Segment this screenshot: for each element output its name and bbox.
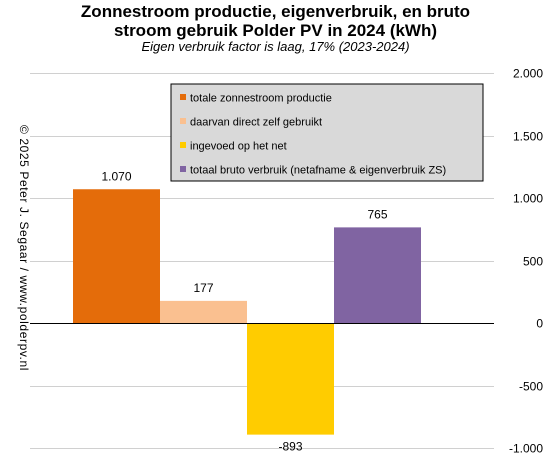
- data-label: 177: [193, 281, 213, 295]
- data-label: 765: [367, 207, 387, 221]
- y-tick-label: 1.500: [513, 130, 543, 144]
- data-label: 1.070: [101, 169, 131, 183]
- legend-swatch: [180, 118, 186, 124]
- data-label: -893: [278, 440, 302, 454]
- bar: [73, 189, 160, 323]
- chart-title-line1: Zonnestroom productie, eigenverbruik, en…: [80, 2, 471, 21]
- bar: [247, 323, 334, 435]
- legend-entry: totaal bruto verbruik (netafname & eigen…: [190, 165, 446, 177]
- legend-swatch: [180, 166, 186, 172]
- y-tick-label: 500: [523, 255, 543, 269]
- y-tick-label: -500: [519, 380, 543, 394]
- legend-box: [170, 83, 484, 182]
- y-tick-label: -1.000: [509, 442, 543, 456]
- bar: [334, 227, 421, 323]
- legend-entry: ingevoed op het net: [190, 141, 287, 153]
- bar: [160, 300, 247, 323]
- legend-swatch: [180, 94, 186, 100]
- legend-entry: daarvan direct zelf gebruikt: [190, 117, 322, 129]
- chart-subtitle: Eigen verbruik factor is laag, 17% (2023…: [141, 39, 410, 54]
- legend-entry: totale zonnestroom productie: [190, 93, 332, 105]
- y-tick-label: 0: [536, 317, 543, 331]
- chart-title-line2: stroom gebruik Polder PV in 2024 (kWh): [113, 21, 438, 40]
- y-tick-label: 1.000: [513, 192, 543, 206]
- y-tick-label: 2.000: [513, 67, 543, 81]
- legend-swatch: [180, 142, 186, 148]
